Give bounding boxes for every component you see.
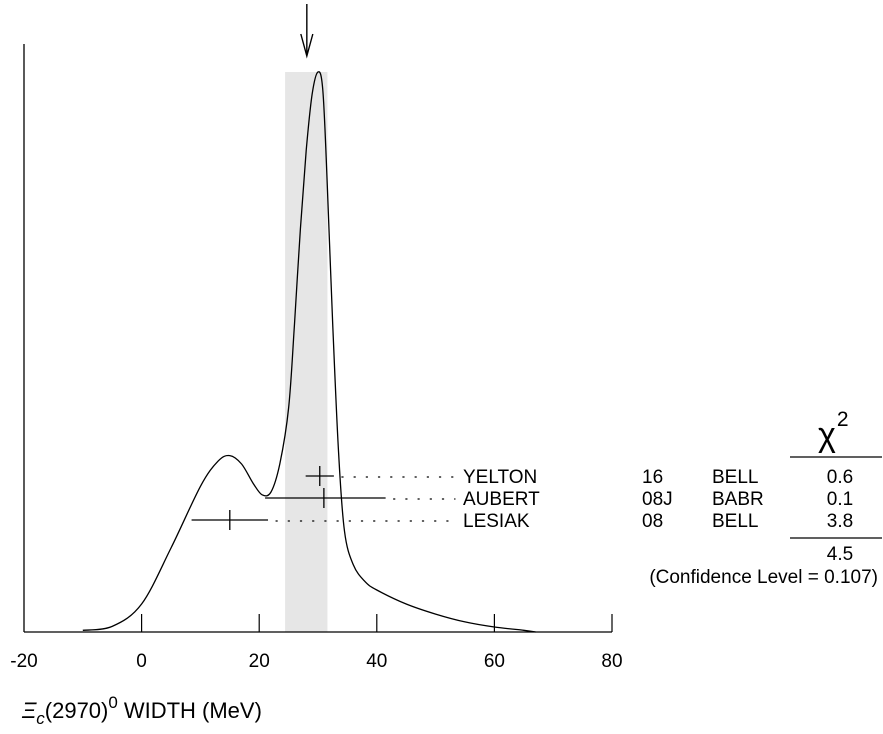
- measurement-year: 08: [642, 511, 663, 532]
- measurement-experiment: BELL: [712, 511, 758, 532]
- x-tick-label: 80: [601, 651, 622, 672]
- measurement-chi2: 3.8: [827, 511, 853, 532]
- x-title-mass: (2970): [45, 698, 109, 723]
- measurement-name: YELTON: [463, 467, 537, 488]
- average-arrow-head: [300, 33, 314, 59]
- confidence-level: (Confidence Level = 0.107): [649, 567, 878, 588]
- measurement-chi2: 0.1: [827, 489, 853, 510]
- chi2-symbol: χ: [818, 416, 836, 454]
- x-title-rest: WIDTH (MeV): [124, 698, 262, 723]
- measurement-experiment: BABR: [712, 489, 764, 510]
- measurement-name: LESIAK: [463, 511, 530, 532]
- x-tick-label: 20: [249, 651, 270, 672]
- x-tick-label: 60: [484, 651, 505, 672]
- chi2-exponent: 2: [837, 408, 849, 431]
- x-title-subscript: c: [36, 709, 45, 728]
- ideogram-curve: [82, 71, 536, 633]
- measurement-chi2: 0.6: [827, 467, 853, 488]
- x-tick-label: -20: [10, 651, 37, 672]
- measurement-name: AUBERT: [463, 489, 540, 510]
- x-tick-label: 0: [136, 651, 147, 672]
- chi2-total: 4.5: [827, 544, 853, 565]
- measurement-year: 08J: [642, 489, 673, 510]
- measurement-year: 16: [642, 467, 663, 488]
- x-tick-label: 40: [366, 651, 387, 672]
- x-title-superscript: 0: [108, 693, 117, 712]
- axes: -20 0 20 40 60 80: [10, 44, 623, 672]
- x-title-symbol: Ξ: [21, 698, 37, 723]
- chi2-header: χ2: [818, 408, 849, 454]
- measurement-experiment: BELL: [712, 467, 758, 488]
- x-axis-title: Ξc(2970)0 WIDTH (MeV): [21, 693, 262, 728]
